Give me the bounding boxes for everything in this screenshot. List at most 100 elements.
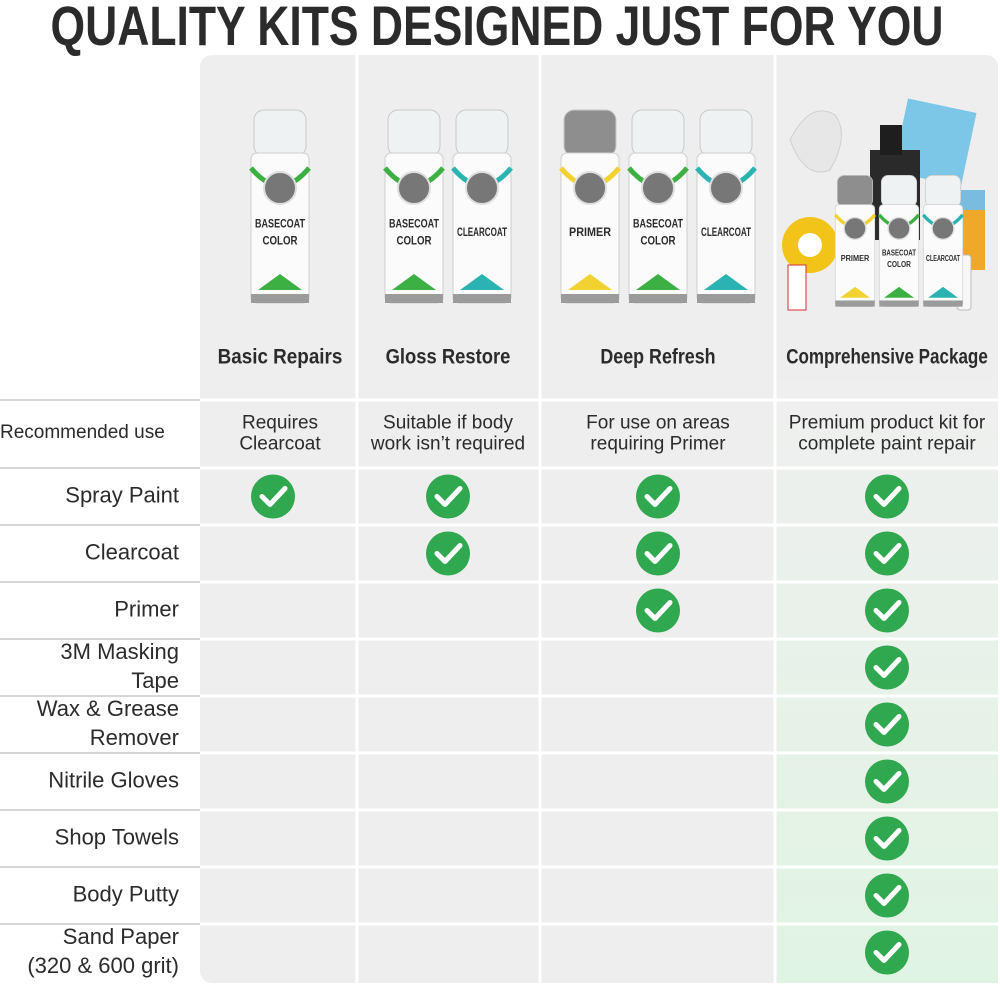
check-tick	[873, 657, 902, 678]
can-triangle	[258, 274, 302, 290]
can-triangle	[568, 274, 612, 290]
row-label: Spray Paint	[65, 482, 179, 507]
can-cap	[631, 109, 685, 157]
can-cap	[563, 109, 617, 157]
row-label: Wax & Grease	[37, 696, 179, 721]
can-label: BASECOAT	[389, 217, 439, 231]
check-tick	[873, 714, 902, 735]
can-label: COLOR	[397, 234, 432, 248]
can-label: COLOR	[263, 234, 298, 248]
can-triangle	[392, 274, 436, 290]
check-circle	[865, 588, 909, 633]
row-label: 3M Masking	[60, 639, 179, 664]
product-can: BASECOAT COLOR	[383, 109, 445, 304]
product-can: PRIMER	[833, 175, 877, 307]
can-label: COLOR	[641, 234, 676, 248]
recommended-use-label: Recommended use	[0, 422, 165, 443]
check-mark	[865, 759, 909, 804]
check-tick	[644, 486, 673, 507]
can-triangle	[460, 274, 504, 290]
check-tick	[644, 600, 673, 621]
can-logo	[573, 171, 607, 205]
can-base	[835, 300, 875, 307]
row-label: Primer	[114, 596, 179, 621]
product-can: BASECOAT COLOR	[877, 175, 921, 307]
column-header: Gloss Restore	[386, 346, 511, 369]
column-divider	[355, 55, 359, 983]
check-mark	[865, 531, 909, 576]
can-label: CLEARCOAT	[457, 225, 507, 239]
can-logo	[465, 171, 499, 205]
can-cap	[880, 175, 918, 207]
can-label: BASECOAT	[255, 217, 305, 231]
can-cap	[836, 175, 874, 207]
can-cap	[455, 109, 509, 157]
can-logo	[641, 171, 675, 205]
recommended-use-text: Premium product kit for	[789, 413, 986, 434]
check-circle	[426, 474, 470, 519]
recommended-use-text: Suitable if body	[383, 413, 513, 434]
check-tick	[434, 486, 463, 507]
row-label: Sand Paper	[63, 924, 179, 949]
row-label: Body Putty	[73, 881, 179, 906]
check-circle	[865, 930, 909, 975]
can-label: PRIMER	[569, 225, 611, 239]
can-logo	[397, 171, 431, 205]
can-base	[561, 294, 619, 303]
check-circle	[865, 759, 909, 804]
check-circle	[636, 531, 680, 576]
can-logo	[709, 171, 743, 205]
check-circle	[865, 873, 909, 918]
check-tick	[259, 486, 288, 507]
can-cap	[253, 109, 307, 157]
row-label: (320 & 600 grit)	[27, 953, 179, 978]
check-circle	[636, 474, 680, 519]
column-header: Deep Refresh	[600, 346, 715, 369]
can-label: COLOR	[887, 260, 911, 269]
column-divider	[538, 55, 542, 983]
check-circle	[865, 645, 909, 690]
column-divider	[773, 55, 777, 983]
check-circle	[636, 588, 680, 633]
can-cap	[924, 175, 962, 207]
check-tick	[873, 942, 902, 963]
can-base	[629, 294, 687, 303]
check-mark	[426, 531, 470, 576]
recommended-use-text: Requires	[242, 413, 318, 434]
row-label: Shop Towels	[55, 824, 179, 849]
can-triangle	[704, 274, 748, 290]
can-cap	[699, 109, 753, 157]
can-base	[251, 294, 309, 303]
row-label: Clearcoat	[85, 539, 179, 564]
check-circle	[865, 531, 909, 576]
recommended-use-text: For use on areas	[586, 413, 730, 434]
can-triangle	[928, 286, 958, 298]
can-cap	[387, 109, 441, 157]
check-mark	[636, 474, 680, 519]
can-logo	[887, 216, 911, 240]
row-label: Tape	[131, 668, 179, 693]
check-mark	[865, 702, 909, 747]
check-tick	[873, 885, 902, 906]
check-tick	[644, 543, 673, 564]
title: QUALITY KITS DESIGNED JUST FOR YOU	[51, 0, 944, 57]
check-tick	[873, 543, 902, 564]
can-base	[923, 300, 963, 307]
can-logo	[843, 216, 867, 240]
can-triangle	[636, 274, 680, 290]
can-base	[697, 294, 755, 303]
check-circle	[426, 531, 470, 576]
recommended-use-text: requiring Primer	[590, 434, 726, 455]
recommended-use-text: complete paint repair	[798, 434, 976, 455]
column-header: Basic Repairs	[218, 346, 343, 369]
row-label: Remover	[90, 725, 179, 750]
check-mark	[251, 474, 295, 519]
check-circle	[865, 474, 909, 519]
column-header: Comprehensive Package	[786, 346, 988, 369]
can-base	[385, 294, 443, 303]
product-can: BASECOAT COLOR	[627, 109, 689, 304]
check-circle	[865, 702, 909, 747]
check-tick	[873, 771, 902, 792]
check-circle	[251, 474, 295, 519]
